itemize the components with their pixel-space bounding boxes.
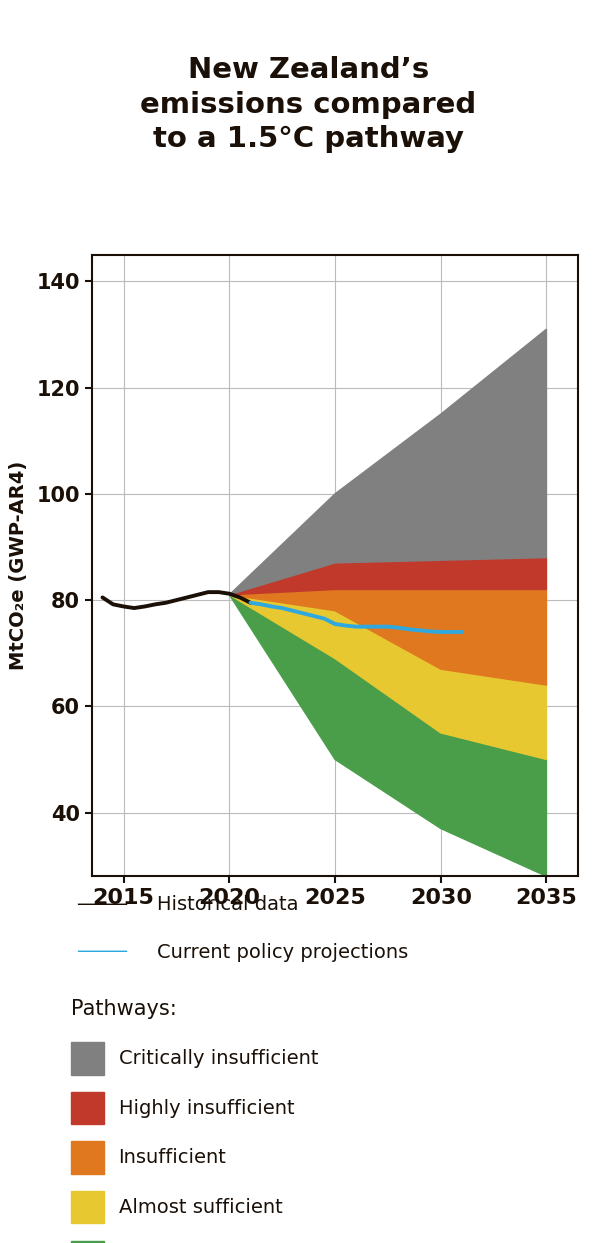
Text: Pathways:: Pathways: xyxy=(71,999,177,1019)
Text: Historical data: Historical data xyxy=(157,895,299,915)
Text: Critically insufficient: Critically insufficient xyxy=(119,1049,318,1068)
Polygon shape xyxy=(229,595,547,876)
Polygon shape xyxy=(229,589,547,685)
Text: Current policy projections: Current policy projections xyxy=(157,942,409,962)
Y-axis label: MtCO₂e (GWP-AR4): MtCO₂e (GWP-AR4) xyxy=(9,461,28,670)
Polygon shape xyxy=(229,329,547,595)
Text: Highly insufficient: Highly insufficient xyxy=(119,1099,294,1117)
Polygon shape xyxy=(229,558,547,595)
Text: ─────: ───── xyxy=(77,943,127,961)
Text: New Zealand’s
emissions compared
to a 1.5°C pathway: New Zealand’s emissions compared to a 1.… xyxy=(140,56,477,153)
Text: ─────: ───── xyxy=(77,896,127,914)
Text: Insufficient: Insufficient xyxy=(119,1149,227,1167)
Polygon shape xyxy=(229,595,547,759)
Text: Almost sufficient: Almost sufficient xyxy=(119,1198,282,1217)
